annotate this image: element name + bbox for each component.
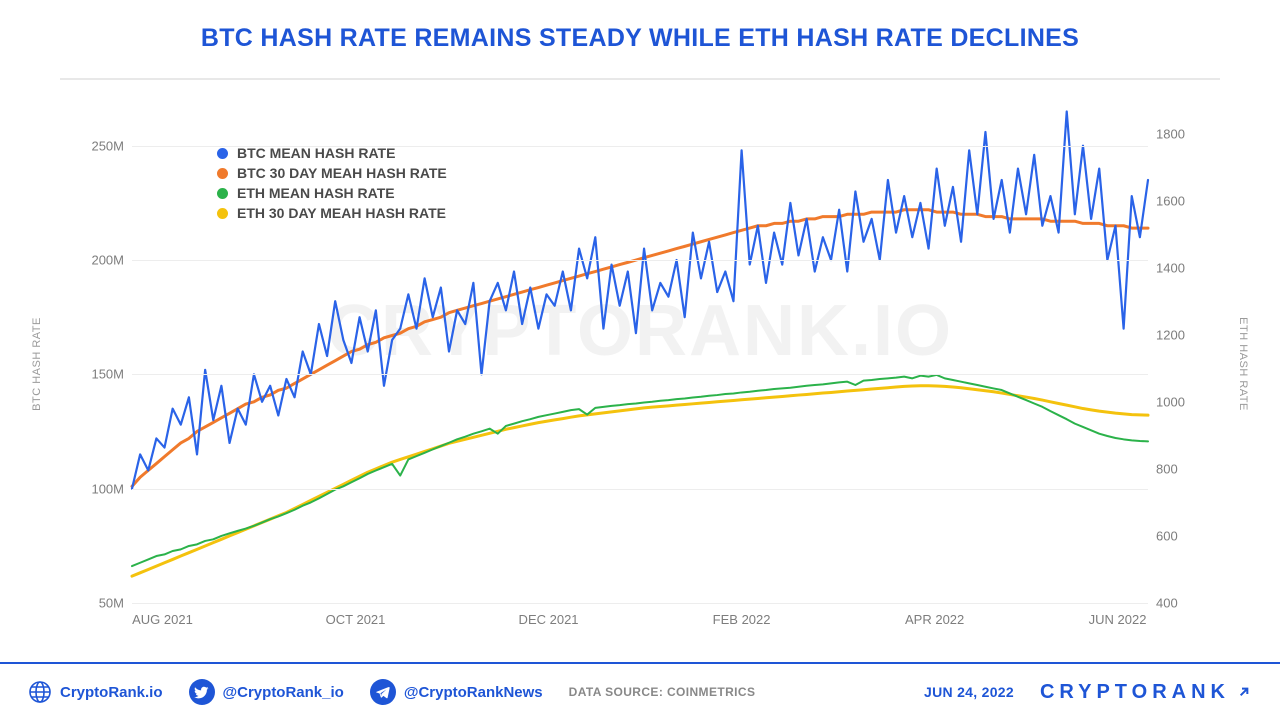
legend-item: ETH 30 DAY MEAH HASH RATE	[217, 205, 447, 221]
footer-date: JUN 24, 2022	[924, 684, 1014, 700]
right-tick: 1000	[1156, 394, 1202, 409]
telegram-link-text: @CryptoRankNews	[404, 684, 543, 701]
telegram-link[interactable]: @CryptoRankNews	[370, 679, 543, 705]
x-tick: AUG 2021	[132, 612, 193, 627]
plot-area: CRYPTORANK.IO BTC MEAN HASH RATEBTC 30 D…	[132, 100, 1148, 604]
x-tick: JUN 2022	[1089, 612, 1147, 627]
legend: BTC MEAN HASH RATE BTC 30 DAY MEAH HASH R…	[217, 145, 447, 225]
left-tick: 100M	[74, 481, 124, 496]
gridline	[132, 260, 1148, 261]
legend-label: ETH MEAN HASH RATE	[237, 185, 395, 201]
legend-marker	[217, 208, 228, 219]
brand-text: CRYPTORANK	[1040, 681, 1230, 704]
page-title: BTC HASH RATE REMAINS STEADY WHILE ETH H…	[0, 0, 1280, 59]
legend-marker	[217, 168, 228, 179]
globe-link[interactable]: CryptoRank.io	[28, 680, 163, 704]
right-tick: 1800	[1156, 126, 1202, 141]
telegram-icon	[370, 679, 396, 705]
right-tick: 1200	[1156, 327, 1202, 342]
gridline	[132, 603, 1148, 604]
legend-item: BTC MEAN HASH RATE	[217, 145, 447, 161]
gridline	[132, 374, 1148, 375]
brand-logo: CRYPTORANK	[1040, 681, 1252, 704]
left-tick: 50M	[74, 596, 124, 611]
globe-link-text: CryptoRank.io	[60, 684, 163, 701]
right-tick: 800	[1156, 461, 1202, 476]
arrow-icon	[1236, 684, 1252, 700]
globe-icon	[28, 680, 52, 704]
twitter-link[interactable]: @CryptoRank_io	[189, 679, 344, 705]
left-tick: 200M	[74, 253, 124, 268]
x-tick: DEC 2021	[519, 612, 579, 627]
footer: CryptoRank.io @CryptoRank_io @CryptoRank…	[0, 662, 1280, 720]
left-axis-label: BTC HASH RATE	[31, 317, 43, 411]
legend-item: BTC 30 DAY MEAH HASH RATE	[217, 165, 447, 181]
data-source: DATA SOURCE: COINMETRICS	[569, 685, 756, 699]
left-tick: 150M	[74, 367, 124, 382]
series-line	[132, 375, 1148, 566]
gridline	[132, 146, 1148, 147]
twitter-link-text: @CryptoRank_io	[223, 684, 344, 701]
legend-label: BTC MEAN HASH RATE	[237, 145, 395, 161]
right-tick: 1400	[1156, 260, 1202, 275]
right-tick: 400	[1156, 596, 1202, 611]
series-line	[132, 210, 1148, 487]
x-tick: FEB 2022	[713, 612, 771, 627]
gridline	[132, 489, 1148, 490]
chart-container: BTC HASH RATE ETH HASH RATE CRYPTORANK.I…	[60, 78, 1220, 648]
x-tick: APR 2022	[905, 612, 964, 627]
legend-label: BTC 30 DAY MEAH HASH RATE	[237, 165, 447, 181]
right-tick: 600	[1156, 528, 1202, 543]
legend-item: ETH MEAN HASH RATE	[217, 185, 447, 201]
legend-marker	[217, 188, 228, 199]
legend-marker	[217, 148, 228, 159]
left-tick: 250M	[74, 138, 124, 153]
twitter-icon	[189, 679, 215, 705]
right-axis-label: ETH HASH RATE	[1237, 317, 1249, 411]
right-tick: 1600	[1156, 193, 1202, 208]
series-line	[132, 386, 1148, 576]
x-tick: OCT 2021	[326, 612, 386, 627]
legend-label: ETH 30 DAY MEAH HASH RATE	[237, 205, 446, 221]
